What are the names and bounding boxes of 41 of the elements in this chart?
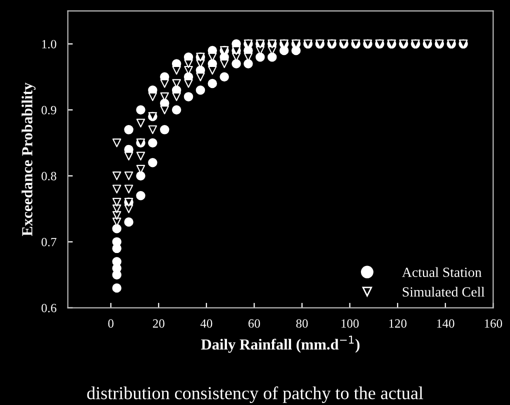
point [124, 152, 134, 160]
x-tick-label: 120 [389, 319, 406, 328]
point [124, 184, 134, 194]
point [220, 59, 229, 68]
point [160, 79, 169, 88]
point [184, 79, 193, 88]
point [148, 92, 158, 102]
y-tick-label: 1.0 [42, 40, 56, 48]
x-axis-title: Daily Rainfall (mm.d$^{−1}$) [201, 336, 360, 353]
point [148, 125, 158, 134]
point [208, 66, 217, 75]
x-tick-label: 60 [248, 319, 260, 328]
x-tick-label: 20 [152, 319, 164, 328]
point [184, 59, 193, 68]
legend-label: Simulated Cell [402, 286, 485, 297]
y-tick-label: 0.8 [42, 172, 56, 180]
y-tick-label: 0.9 [42, 106, 56, 114]
x-tick-label: 0 [108, 319, 114, 328]
point [112, 198, 122, 207]
point [124, 172, 134, 180]
x-tick-label: 80 [296, 319, 308, 328]
y-axis-title: Exceedance Probability [22, 82, 36, 236]
point [112, 138, 122, 148]
y-tick-label: 0.6 [42, 304, 56, 312]
point [112, 204, 122, 214]
point [112, 184, 122, 194]
point [172, 66, 181, 75]
point [196, 72, 205, 82]
text: distribution consistency of patchy to the actual [87, 386, 424, 403]
point [172, 92, 181, 102]
point [160, 106, 169, 114]
y-tick-label: 0.7 [42, 238, 56, 246]
x-tick-label: 140 [437, 319, 454, 328]
legend-label: Actual Station [402, 267, 482, 278]
point [136, 152, 146, 160]
point [112, 172, 122, 180]
point [136, 118, 146, 128]
x-tick-label: 100 [342, 319, 359, 328]
point [112, 211, 122, 220]
x-tick-label: 160 [484, 319, 502, 328]
x-tick-label: 40 [200, 319, 212, 328]
